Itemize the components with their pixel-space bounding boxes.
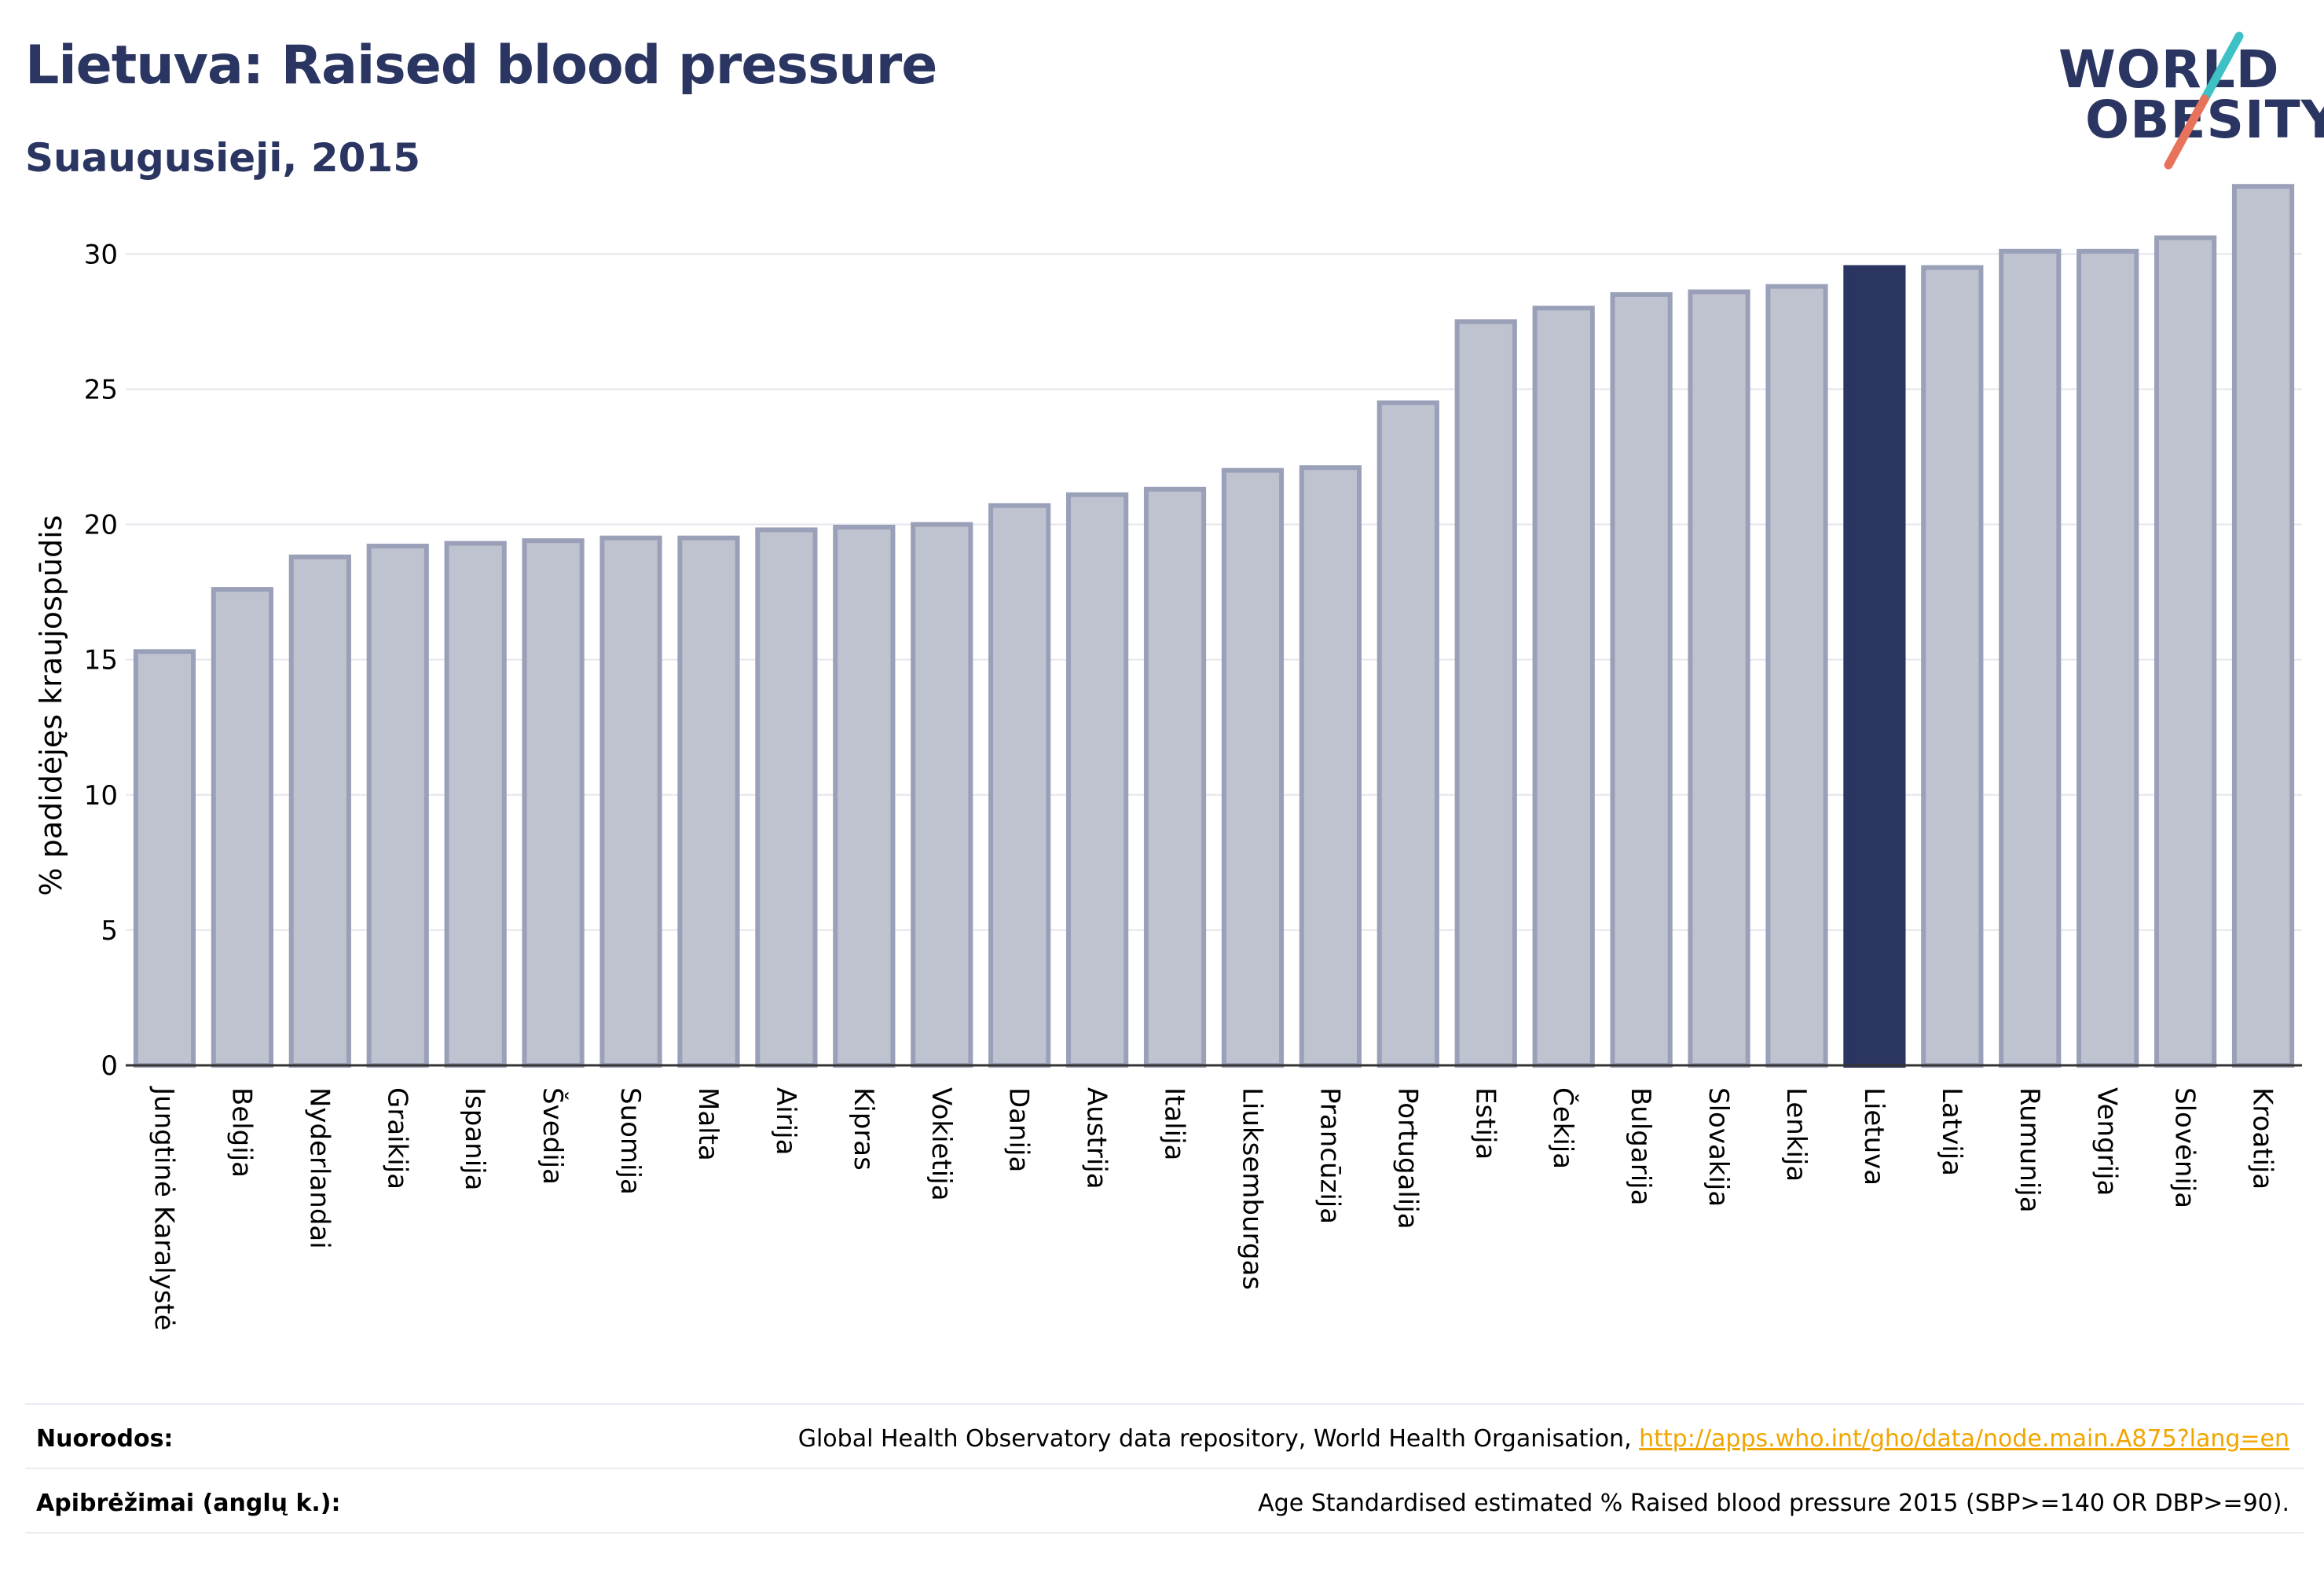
- sources-description: Global Health Observatory data repositor…: [797, 1425, 1640, 1453]
- bar: [288, 554, 351, 1068]
- x-tick-label: Graikija: [381, 1087, 412, 1189]
- x-tick-label: Kipras: [848, 1087, 879, 1171]
- bar-chart: 0 5 10 15 20 25 30 Jungtinė Karalystė Belgija Nyd…: [34, 184, 2302, 1331]
- bar: [1532, 306, 1595, 1068]
- logo-line1: WORLD: [2058, 39, 2280, 100]
- x-tick-label: Prancūzija: [1314, 1087, 1345, 1224]
- footer-divider-top: [25, 1403, 2304, 1405]
- bar: [2231, 184, 2295, 1068]
- y-tick-label: 30: [84, 239, 118, 270]
- x-tick-label: Austrija: [1081, 1087, 1113, 1189]
- footer-divider-bottom: [25, 1532, 2304, 1534]
- y-tick-label: 15: [84, 645, 118, 676]
- y-tick-label: 25: [84, 374, 118, 405]
- bar: [1299, 465, 1362, 1068]
- bar: [1221, 467, 1285, 1068]
- logo-slash-coral: [2164, 94, 2209, 170]
- x-tick-label: Belgija: [225, 1087, 257, 1178]
- bar: [833, 524, 896, 1068]
- definitions-text: Age Standardised estimated % Raised bloo…: [1258, 1490, 2289, 1517]
- bar: [988, 503, 1051, 1068]
- bar: [1765, 284, 1828, 1068]
- y-axis-label: % padidėjęs kraujospūdis: [34, 515, 68, 896]
- page-title: Lietuva: Raised blood pressure: [25, 35, 937, 97]
- x-tick-label: Čekija: [1547, 1087, 1579, 1169]
- bar: [1143, 486, 1207, 1068]
- x-tick-label: Vengrija: [2091, 1087, 2123, 1196]
- bar: [133, 649, 196, 1068]
- x-tick-label: Latvija: [1936, 1087, 1967, 1176]
- sources-label: Nuorodos:: [36, 1425, 174, 1453]
- bar: [755, 527, 818, 1068]
- bar: [1066, 492, 1129, 1068]
- bar: [1999, 248, 2062, 1068]
- footer-divider-mid: [25, 1468, 2304, 1469]
- x-tick-label: Kroatija: [2247, 1087, 2278, 1189]
- bar: [366, 544, 429, 1068]
- x-tick-label: Nyderlandai: [303, 1087, 335, 1249]
- bar: [444, 541, 507, 1068]
- world-obesity-logo[interactable]: WORLD OBESITY: [2051, 31, 2324, 173]
- bar: [1688, 289, 1750, 1068]
- bar: [677, 535, 740, 1068]
- sources-link[interactable]: http://apps.who.int/gho/data/node.main.A…: [1639, 1425, 2289, 1453]
- logo-slash-teal: [2200, 31, 2244, 104]
- bar: [599, 535, 662, 1068]
- x-tick-label: Bulgarija: [1625, 1087, 1656, 1205]
- x-tick-label: Slovakija: [1703, 1087, 1734, 1207]
- x-tick-label: Lietuva: [1858, 1087, 1890, 1186]
- x-tick-label: Švedija: [537, 1087, 569, 1185]
- x-tick-label: Ispanija: [459, 1087, 490, 1190]
- x-tick-label: Danija: [1003, 1087, 1035, 1172]
- x-tick-label: Jungtinė Karalystė: [148, 1086, 179, 1331]
- bar-highlight: [1843, 265, 1906, 1068]
- sources-text: Global Health Observatory data repositor…: [798, 1425, 2289, 1453]
- x-tick-label: Airija: [770, 1087, 801, 1155]
- x-tick-label: Suomija: [614, 1087, 646, 1195]
- bar: [1921, 265, 1984, 1068]
- x-tick-label: Lenkija: [1780, 1087, 1812, 1182]
- bar: [911, 522, 973, 1068]
- x-tick-label: Portugalija: [1391, 1087, 1423, 1230]
- x-tick-label: Rumunija: [2014, 1087, 2045, 1213]
- x-tick-label: Vokietija: [926, 1087, 957, 1201]
- definitions-label: Apibrėžimai (anglų k.):: [36, 1490, 341, 1517]
- page-subtitle: Suaugusieji, 2015: [25, 135, 420, 181]
- y-tick-label: 10: [84, 780, 118, 812]
- x-tick-label: Italija: [1159, 1087, 1190, 1160]
- bar: [1454, 319, 1517, 1068]
- y-tick-label: 0: [101, 1050, 118, 1082]
- bar: [2077, 248, 2139, 1068]
- y-tick-label: 5: [101, 915, 118, 947]
- bar: [1376, 400, 1439, 1068]
- logo-slash-icon: [2164, 31, 2244, 170]
- y-tick-label: 20: [84, 510, 118, 541]
- bar: [2154, 235, 2217, 1068]
- bar: [1610, 291, 1673, 1068]
- x-tick-label: Liuksemburgas: [1236, 1087, 1267, 1290]
- x-tick-label: Slovėnija: [2169, 1087, 2201, 1208]
- bar: [522, 538, 585, 1068]
- x-tick-label: Estija: [1469, 1087, 1501, 1160]
- x-tick-label: Malta: [692, 1087, 724, 1161]
- bar: [211, 587, 273, 1068]
